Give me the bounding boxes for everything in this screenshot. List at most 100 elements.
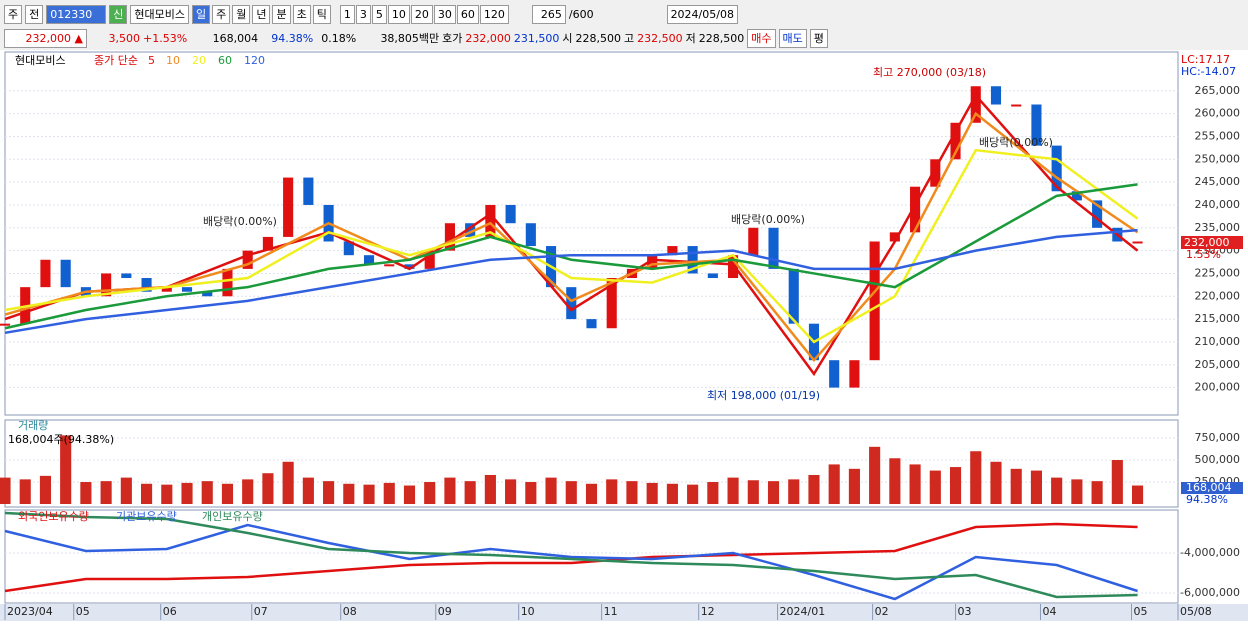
y-tick-label: 225,000 [1195,266,1241,279]
x-tick-label: 09 [438,605,452,618]
lc-label: LC:17.17 [1181,53,1230,66]
volume-bar [626,481,638,504]
volume-bar [747,480,759,504]
x-tick-label: 05 [76,605,90,618]
sell-button[interactable]: 매도 [778,28,807,48]
candle [1011,104,1022,107]
x-tick-label: 08 [343,605,357,618]
volume-bar [1030,470,1042,504]
volume-bar [343,483,355,504]
volume-bar [383,482,395,504]
candle [970,86,981,123]
y-tick-label: -6,000,000 [1180,586,1240,599]
candle [0,323,11,326]
candle [202,291,213,297]
volume-bar [282,461,294,504]
buy-button[interactable]: 매수 [747,28,776,48]
volume-bar [201,481,213,504]
toolbar-button[interactable]: 월 [232,4,251,24]
volume-bar [302,477,314,504]
candle [829,360,840,388]
toolbar-button[interactable]: 년 [252,4,271,24]
volume-bar [585,483,598,504]
x-tick-label: 2023/04 [7,605,53,618]
dividend-annotation: 배당락(0.00%) [203,215,277,228]
candle [990,86,1002,105]
prev-button[interactable]: 전 [25,4,44,24]
volume-bar [262,473,274,504]
toolbar-button[interactable]: 분 [272,4,291,24]
code-input[interactable]: 012330 [46,4,107,24]
eval-button[interactable]: 평 [809,28,828,48]
candle [586,319,597,329]
high: 232,500 [637,31,683,45]
volume-bar [767,481,780,504]
toolbar-button[interactable]: 틱 [312,4,331,24]
y-tick-label: 210,000 [1195,335,1241,348]
volume-bar [565,481,577,504]
toolbar-button[interactable]: 주 [212,4,231,24]
legend-entry: 60 [218,54,232,67]
candle [242,250,253,269]
toolbar-button[interactable]: 3 [355,4,371,24]
volume-bar [39,475,52,504]
volume-bar [363,484,375,504]
legend-entry: 외국인보유수량 [18,510,89,523]
legend-entry: 20 [192,54,206,67]
last-pct: 1.53% [1186,248,1221,261]
candle [283,177,294,237]
candle [1031,104,1042,146]
volume-bar [464,481,476,504]
toolbar-button[interactable]: 10 [387,4,410,24]
candle [687,246,698,274]
y-tick-label: 205,000 [1195,358,1241,371]
volume-bar [889,458,901,504]
toolbar-button[interactable]: 60 [456,4,479,24]
candle [869,241,880,361]
date-input[interactable]: 2024/05/08 [666,4,738,24]
candle [181,287,193,292]
y-tick-label: 245,000 [1195,175,1241,188]
period-select[interactable]: 주 [4,4,23,24]
stock-name: 현대모비스 [130,4,189,24]
candle [768,227,779,269]
series-line [4,111,1139,363]
toolbar-button[interactable]: 20 [410,4,433,24]
volume-bar [181,482,193,504]
last-volume-pct: 94.38% [1186,493,1228,506]
candle [1071,191,1082,201]
toolbar-button[interactable]: 일 [191,4,211,24]
toolbar-button[interactable]: 1 [339,4,355,24]
x-tick-label: 04 [1042,605,1056,618]
volume-bar [1131,485,1144,504]
change-pct: +1.53% [143,31,188,45]
y-tick-label: 265,000 [1195,84,1241,97]
candle [910,186,921,233]
new-badge[interactable]: 신 [109,4,128,24]
x-tick-label: 2024/01 [780,605,826,618]
legend-entry: 120 [244,54,265,67]
panel-frame [4,419,1179,508]
candle [444,223,455,251]
toolbar-button[interactable]: 30 [433,4,456,24]
toolbar-button[interactable]: 초 [292,4,311,24]
low-label: 저 [685,32,696,45]
volume-bar [1010,468,1022,504]
y-tick-label: 200,000 [1195,381,1241,394]
volume-bar [0,477,11,504]
x-tick-label: 02 [875,605,889,618]
toolbar-button[interactable]: 120 [479,4,509,24]
legend-entry: 5 [148,54,155,67]
volume-bar [80,482,92,504]
volume-bar [19,479,31,504]
x-tick-label: 03 [958,605,972,618]
toolbar-button[interactable]: 5 [371,4,387,24]
last-volume-box [1181,482,1243,494]
low-annotation: 최저 198,000 (01/19) [707,389,820,402]
candle [384,264,395,267]
candle [262,236,273,251]
series-line [4,511,1138,599]
count-input[interactable]: 265 [531,4,566,24]
y-tick-label: 500,000 [1195,453,1241,466]
price: 232,000 ▲ [4,28,87,48]
